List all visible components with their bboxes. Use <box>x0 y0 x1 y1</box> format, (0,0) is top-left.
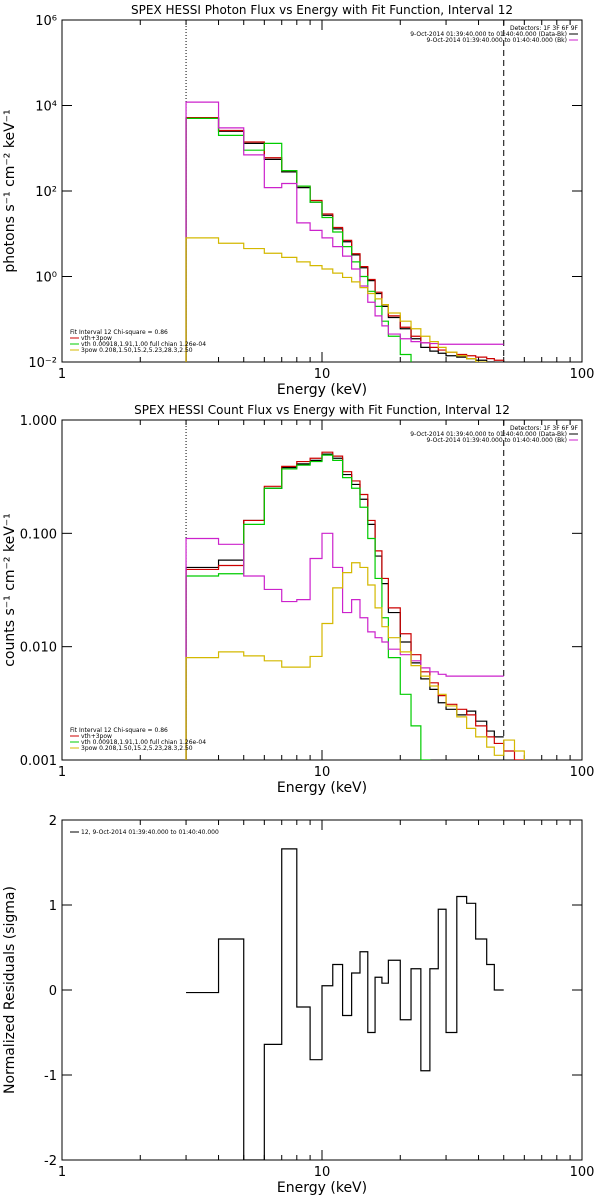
photon-y-tick-label: 10⁻² <box>28 356 57 371</box>
photon-series-vth <box>185 117 412 362</box>
count-legend-header: Fit Interval 12 Chi-square = 0.86 <box>70 727 168 734</box>
count-y-axis: 0.001 0.010 0.100 1.000 counts s⁻¹ cm⁻² keV⁻… <box>2 414 582 769</box>
residuals-x-tick-label: 1 <box>58 1165 66 1180</box>
residuals-y-axis-label: Normalized Residuals (sigma) <box>2 886 18 1094</box>
count-legend-entry: 9-Oct-2014 01:39:40.000 to 01:40:40.000 … <box>410 431 567 438</box>
photon-y-axis: 10⁻² 10⁰ 10² 10⁴ 10⁶ photons s⁻¹ cm⁻² keV⁻¹ <box>2 14 582 371</box>
count-y-tick-label: 0.100 <box>20 527 57 542</box>
photon-legend-bottom-left: Fit Interval 12 Chi-square = 0.86vth+3po… <box>70 329 206 354</box>
residuals-y-tick-label: -2 <box>44 1154 57 1169</box>
photon-x-tick-label: 1 <box>58 367 66 382</box>
count-y-tick-label: 1.000 <box>20 414 57 429</box>
photon-series-data <box>185 117 495 362</box>
residuals-x-axis: 1 10 100 Energy (keV) <box>58 820 595 1196</box>
count-legend-entry: vth+3pow <box>81 733 112 740</box>
photon-x-axis: 1 10 100 Energy (keV) <box>58 20 595 398</box>
photon-series-model <box>185 117 504 362</box>
photon-chart: SPEX HESSI Photon Flux vs Energy with Fi… <box>2 3 594 398</box>
photon-x-axis-label: Energy (keV) <box>277 382 367 398</box>
count-title: SPEX HESSI Count Flux vs Energy with Fit… <box>134 403 510 417</box>
residuals-y-tick-label: -1 <box>44 1069 57 1084</box>
photon-legend-top-right: Detectors: 1F 3F 6F 9F9-Oct-2014 01:39:4… <box>410 25 578 44</box>
count-y-tick-label: 0.010 <box>20 641 57 656</box>
count-x-tick-label: 1 <box>58 765 66 780</box>
photon-x-tick-label: 100 <box>570 367 595 382</box>
residuals-x-tick-label: 100 <box>570 1165 595 1180</box>
photon-legend-entry: 9-Oct-2014 01:39:40.000 to 01:40:40.000 … <box>410 31 567 38</box>
count-legend-entry: vth 0.00918,1.91,1.00 full chian 1.26e-0… <box>81 739 206 746</box>
count-series-3pow <box>185 562 525 760</box>
photon-y-tick-label: 10² <box>35 185 57 200</box>
count-series-data <box>185 453 504 760</box>
count-legend-bottom-left: Fit Interval 12 Chi-square = 0.86vth+3po… <box>70 727 206 752</box>
photon-y-axis-label: photons s⁻¹ cm⁻² keV⁻¹ <box>2 109 18 272</box>
residuals-chart: 1 10 100 Energy (keV) -2 -1 0 1 2 Normalized Resi… <box>2 814 594 1196</box>
count-series-vth <box>185 454 431 760</box>
photon-series-background <box>185 101 504 362</box>
photon-series-group <box>185 101 504 362</box>
photon-legend-header: Fit Interval 12 Chi-square = 0.86 <box>70 329 168 336</box>
residuals-legend-top-left: 12, 9-Oct-2014 01:39:40.000 to 01:40:40.… <box>70 829 219 836</box>
photon-y-tick-label: 10⁰ <box>35 271 57 286</box>
residuals-y-tick-label: 1 <box>49 899 57 914</box>
count-x-axis: 1 10 100 Energy (keV) <box>58 420 595 796</box>
photon-legend-entry: 9-Oct-2014 01:39:40.000 to 01:40:40.000 … <box>427 37 568 44</box>
count-legend-entry: 3pow 0.208,1.50,15.2,5.23,28.3,2.50 <box>81 745 193 752</box>
residuals-x-axis-label: Energy (keV) <box>277 1180 367 1196</box>
count-legend-entry: 9-Oct-2014 01:39:40.000 to 01:40:40.000 … <box>427 437 568 444</box>
residuals-series-residuals <box>186 848 504 1160</box>
residuals-y-axis: -2 -1 0 1 2 Normalized Residuals (sigma) <box>2 814 582 1169</box>
residuals-legend-entry: 12, 9-Oct-2014 01:39:40.000 to 01:40:40.… <box>81 829 219 836</box>
residuals-series-group <box>186 848 504 1160</box>
count-y-tick-label: 0.001 <box>20 754 57 769</box>
count-series-background <box>185 532 504 760</box>
count-x-axis-label: Energy (keV) <box>277 780 367 796</box>
photon-legend-entry: vth 0.00918,1.91,1.00 full chian 1.26e-0… <box>81 341 206 348</box>
photon-y-tick-label: 10⁴ <box>35 100 57 115</box>
residuals-y-tick-label: 2 <box>49 814 57 829</box>
count-y-axis-label: counts s⁻¹ cm⁻² keV⁻¹ <box>2 513 18 667</box>
count-legend-top-right: Detectors: 1F 3F 6F 9F9-Oct-2014 01:39:4… <box>410 425 578 444</box>
residuals-x-tick-label: 10 <box>314 1165 331 1180</box>
count-x-tick-label: 100 <box>570 765 595 780</box>
count-chart: SPEX HESSI Count Flux vs Energy with Fit… <box>2 403 594 796</box>
count-legend-header: Detectors: 1F 3F 6F 9F <box>510 425 579 432</box>
count-x-tick-label: 10 <box>314 765 331 780</box>
photon-legend-entry: vth+3pow <box>81 335 112 342</box>
photon-y-tick-label: 10⁶ <box>35 14 57 29</box>
photon-legend-header: Detectors: 1F 3F 6F 9F <box>510 25 579 32</box>
photon-title: SPEX HESSI Photon Flux vs Energy with Fi… <box>131 3 513 17</box>
residuals-y-tick-label: 0 <box>49 984 57 999</box>
photon-series-3pow <box>185 237 488 362</box>
count-series-group <box>185 451 525 760</box>
photon-legend-entry: 3pow 0.208,1.50,15.2,5.23,28.3,2.50 <box>81 347 193 354</box>
photon-x-tick-label: 10 <box>314 367 331 382</box>
